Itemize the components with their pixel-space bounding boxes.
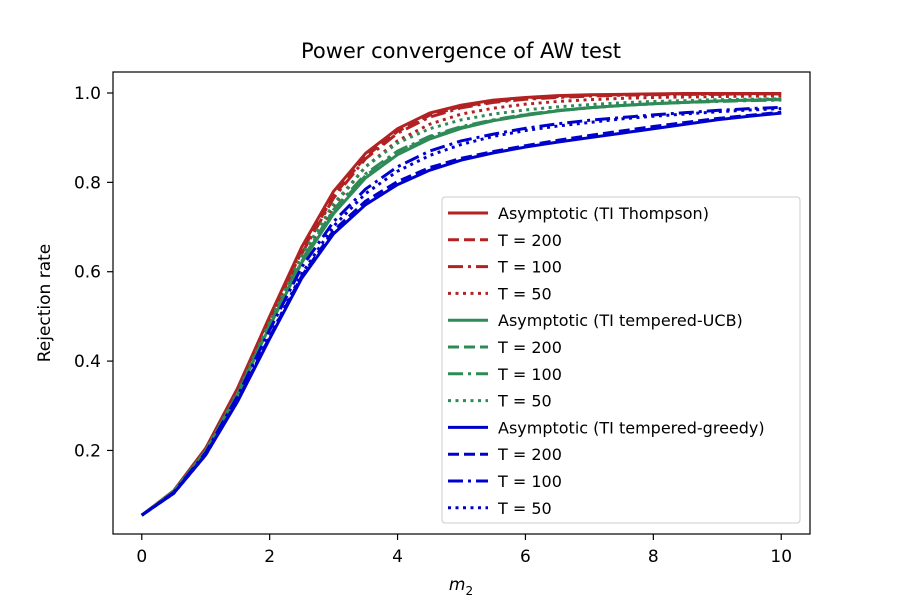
x-axis-title-base: m bbox=[449, 575, 466, 595]
x-tick-label: 8 bbox=[648, 547, 659, 567]
legend-box bbox=[441, 196, 801, 524]
series-line-8 bbox=[140, 97, 782, 517]
legend-label-7: T = 100 bbox=[497, 365, 562, 384]
series-line-11 bbox=[140, 105, 782, 517]
y-tick-label: 0.6 bbox=[74, 263, 101, 283]
legend-label-9: Asymptotic (TI tempered-greedy) bbox=[498, 418, 765, 437]
x-tick-label: 0 bbox=[136, 547, 147, 567]
legend-label-2: T = 200 bbox=[497, 231, 562, 250]
chart-title: Power convergence of AW test bbox=[301, 39, 621, 63]
x-axis: 0 2 4 6 8 10 bbox=[136, 534, 792, 567]
y-tick-label: 1.0 bbox=[74, 84, 101, 104]
x-tick-label: 2 bbox=[264, 547, 275, 567]
legend-label-5: Asymptotic (TI tempered-UCB) bbox=[498, 311, 743, 330]
legend-label-11: T = 100 bbox=[497, 472, 562, 491]
legend-label-8: T = 50 bbox=[497, 392, 552, 411]
x-tick-label: 4 bbox=[392, 547, 403, 567]
y-axis-title: Rejection rate bbox=[35, 244, 55, 363]
y-tick-label: 0.4 bbox=[74, 352, 101, 372]
y-tick-label: 0.2 bbox=[74, 441, 101, 461]
y-axis: 0.2 0.4 0.6 0.8 1.0 bbox=[74, 84, 113, 461]
legend-label-3: T = 100 bbox=[497, 258, 562, 277]
legend-label-4: T = 50 bbox=[497, 284, 552, 303]
x-tick-label: 10 bbox=[770, 547, 792, 567]
legend-label-1: Asymptotic (TI Thompson) bbox=[498, 204, 709, 223]
series-line-10 bbox=[140, 110, 782, 517]
plot-frame bbox=[112, 71, 811, 535]
series-line-12 bbox=[140, 107, 782, 517]
x-axis-title-subscript: 2 bbox=[465, 584, 473, 598]
legend-label-10: T = 200 bbox=[497, 445, 562, 464]
plot-lines bbox=[140, 91, 782, 517]
legend: Asymptotic (TI Thompson) T = 200 T = 100 T … bbox=[441, 196, 801, 524]
x-tick-label: 6 bbox=[520, 547, 531, 567]
x-axis-title: m2 bbox=[449, 575, 473, 598]
y-tick-label: 0.8 bbox=[74, 173, 101, 193]
legend-label-6: T = 200 bbox=[497, 338, 562, 357]
legend-label-12: T = 50 bbox=[497, 499, 552, 518]
series-line-3 bbox=[140, 92, 782, 517]
